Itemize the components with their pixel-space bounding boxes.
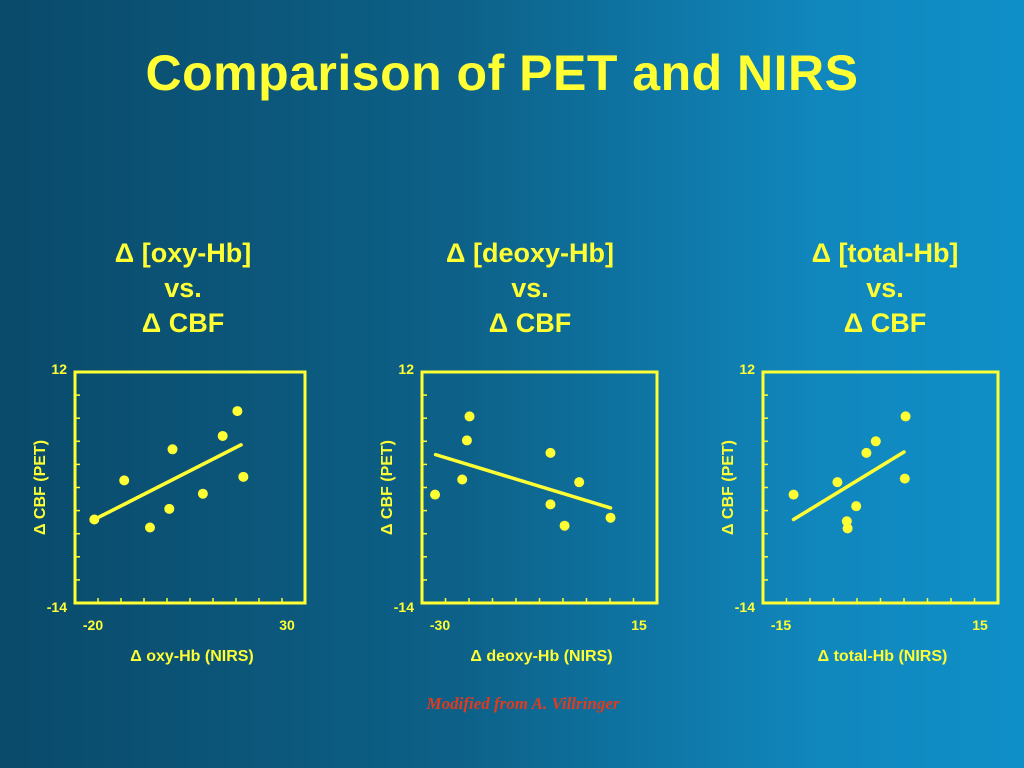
- x-tick-label-max: 15: [631, 617, 647, 633]
- y-tick-label-min: -14: [47, 599, 67, 615]
- data-point: [197, 488, 208, 499]
- data-point: [217, 430, 228, 441]
- data-point: [870, 436, 881, 447]
- data-point: [89, 514, 100, 525]
- x-axis-label: Δ oxy-Hb (NIRS): [130, 648, 254, 665]
- data-point: [574, 477, 585, 488]
- x-axis-label: Δ deoxy-Hb (NIRS): [470, 648, 612, 665]
- heading-line-1: Δ [total-Hb]: [811, 238, 959, 268]
- data-point: [842, 523, 853, 534]
- data-point: [545, 499, 556, 510]
- data-point: [545, 447, 556, 458]
- data-point: [900, 411, 911, 422]
- heading-line-2: vs.: [866, 273, 904, 303]
- y-tick-label-max: 12: [398, 361, 414, 377]
- data-point: [430, 489, 441, 500]
- source-credit: Modified from A. Villringer: [426, 694, 620, 713]
- data-point: [832, 477, 843, 488]
- x-tick-label-min: -30: [430, 617, 450, 633]
- y-tick-label-max: 12: [739, 361, 755, 377]
- data-point: [851, 501, 862, 512]
- slide-title: Comparison of PET and NIRS: [145, 45, 859, 101]
- y-tick-label-min: -14: [735, 599, 755, 615]
- data-point: [144, 522, 155, 533]
- heading-line-1: Δ [deoxy-Hb]: [446, 238, 614, 268]
- chart-heading-deoxy: Δ [deoxy-Hb] vs. Δ CBF: [410, 236, 650, 341]
- chart-total: 12 -14 -15 15 Δ total-Hb (NIRS) Δ CBF (PET): [720, 361, 1000, 665]
- heading-line-2: vs.: [164, 273, 202, 303]
- plot-frame: [73, 370, 307, 605]
- chart-oxy: 12 -14 -20 30 Δ oxy-Hb (NIRS) Δ CBF (PET): [32, 361, 307, 665]
- x-tick-label-min: -20: [83, 617, 103, 633]
- x-tick-label-min: -15: [771, 617, 791, 633]
- x-axis-label: Δ total-Hb (NIRS): [818, 648, 948, 665]
- heading-line-2: vs.: [511, 273, 549, 303]
- y-axis-label: Δ CBF (PET): [720, 440, 737, 535]
- data-point: [238, 471, 249, 482]
- data-point: [788, 489, 799, 500]
- y-tick-label-min: -14: [394, 599, 414, 615]
- heading-line-3: Δ CBF: [488, 308, 572, 338]
- data-point: [119, 475, 130, 486]
- data-point: [167, 444, 178, 455]
- data-point: [457, 474, 468, 485]
- heading-line-1: Δ [oxy-Hb]: [114, 238, 252, 268]
- data-point: [164, 503, 175, 514]
- y-tick-label-max: 12: [51, 361, 67, 377]
- data-point: [861, 447, 872, 458]
- y-axis-label: Δ CBF (PET): [379, 440, 396, 535]
- chart-heading-total: Δ [total-Hb] vs. Δ CBF: [765, 236, 1005, 341]
- heading-line-3: Δ CBF: [141, 308, 225, 338]
- regression-line: [92, 443, 243, 522]
- regression-line: [791, 450, 906, 522]
- data-point: [232, 406, 243, 417]
- chart-deoxy: 12 -14 -30 15 Δ deoxy-Hb (NIRS) Δ CBF (PET): [379, 361, 659, 665]
- data-point: [461, 435, 472, 446]
- data-point: [605, 512, 616, 523]
- data-point: [559, 520, 570, 531]
- chart-heading-oxy: Δ [oxy-Hb] vs. Δ CBF: [63, 236, 303, 341]
- y-axis-label: Δ CBF (PET): [32, 440, 49, 535]
- x-tick-label-max: 30: [279, 617, 295, 633]
- data-point: [464, 411, 475, 422]
- plot-frame: [761, 370, 1000, 605]
- data-point: [899, 473, 910, 484]
- regression-line: [433, 452, 613, 510]
- x-tick-label-max: 15: [972, 617, 988, 633]
- heading-line-3: Δ CBF: [843, 308, 927, 338]
